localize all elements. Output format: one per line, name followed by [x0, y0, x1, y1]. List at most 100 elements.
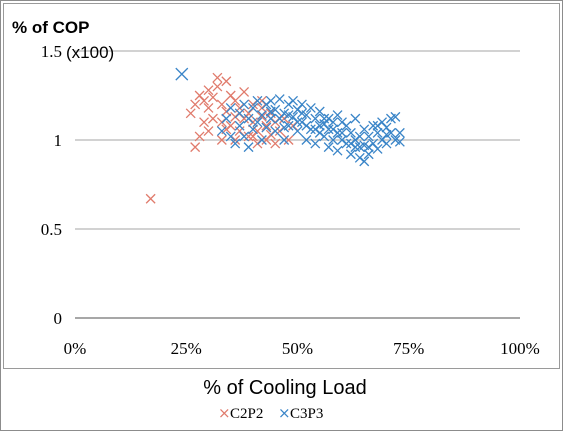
data-point [363, 131, 374, 142]
legend-label: C2P2 [230, 406, 263, 422]
y-tick-label: 1 [54, 131, 63, 150]
y-tick-labels: 0 0.5 1 1.5 [41, 42, 62, 328]
data-point [314, 106, 325, 117]
data-point [359, 156, 370, 167]
data-point [190, 142, 201, 153]
data-point [345, 138, 356, 149]
data-point [274, 94, 285, 105]
data-point [175, 67, 189, 81]
data-point [350, 113, 361, 124]
data-point [190, 99, 201, 110]
data-point [368, 120, 379, 131]
gridlines [75, 50, 520, 319]
legend-label: C3P3 [290, 406, 323, 422]
data-point [270, 138, 281, 149]
data-point [212, 72, 223, 83]
chart-title: % of COP [12, 18, 89, 37]
data-point [372, 127, 383, 138]
data-point [239, 86, 250, 97]
data-point [221, 113, 232, 124]
series-c2p2 [145, 72, 299, 204]
data-point [354, 142, 365, 153]
data-point [230, 95, 241, 106]
data-point [234, 108, 245, 119]
data-point [292, 126, 303, 137]
y-tick-label: 0 [54, 309, 63, 328]
data-point [310, 124, 321, 135]
x-tick-label: 0% [64, 339, 87, 358]
data-point [265, 113, 276, 124]
data-point [203, 126, 214, 137]
data-point [216, 126, 227, 137]
data-point [381, 122, 392, 133]
y-tick-label: 1.5 [41, 42, 62, 61]
data-point [390, 111, 401, 122]
x-tick-label: 100% [500, 339, 540, 358]
data-point [145, 193, 156, 204]
data-point [332, 145, 343, 156]
data-point [203, 103, 214, 113]
plot-area-border [3, 3, 560, 369]
data-point [199, 117, 210, 128]
data-point [265, 106, 276, 117]
data-point [248, 103, 258, 113]
data-point [212, 81, 223, 92]
data-point [345, 149, 356, 160]
data-point [239, 99, 250, 110]
data-point [332, 110, 343, 121]
data-point [283, 135, 294, 145]
legend: × C2P2 × C3P3 [218, 404, 323, 422]
data-point [248, 131, 258, 142]
data-point [292, 117, 303, 128]
data-point [216, 135, 227, 145]
data-point [301, 120, 312, 131]
data-point [207, 92, 218, 103]
data-point [216, 99, 227, 110]
data-point [359, 124, 370, 135]
data-point [328, 135, 339, 145]
data-point [372, 120, 383, 131]
data-point [239, 131, 250, 142]
data-point [261, 122, 272, 133]
data-point [279, 122, 290, 133]
data-point [234, 120, 245, 131]
legend-marker: × [218, 404, 231, 422]
data-point [185, 108, 196, 119]
data-point [199, 95, 210, 106]
data-point [288, 95, 299, 106]
x-tick-label: 75% [393, 339, 424, 358]
data-point [363, 142, 374, 153]
data-point [332, 127, 343, 138]
data-point [323, 142, 334, 153]
data-point [194, 131, 205, 142]
data-point [305, 103, 316, 113]
data-point [243, 142, 254, 153]
data-point [279, 135, 290, 145]
data-point [310, 138, 321, 149]
data-point [265, 95, 276, 106]
data-point [225, 131, 236, 142]
data-point [252, 95, 263, 106]
data-point [301, 135, 312, 145]
x-tick-label: 25% [171, 339, 202, 358]
data-point [261, 120, 272, 131]
x-tick-labels: 0% 25% 50% 75% 100% [64, 339, 540, 358]
x-axis-label: % of Cooling Load [203, 377, 366, 399]
data-point [337, 135, 347, 145]
data-point [203, 85, 214, 96]
data-point [381, 138, 392, 149]
data-point [256, 110, 267, 121]
data-point [363, 149, 374, 160]
data-point [248, 124, 258, 135]
data-point [256, 135, 267, 145]
data-point [319, 119, 330, 129]
data-point [230, 138, 241, 149]
data-point [337, 127, 347, 138]
data-point [243, 113, 254, 124]
data-point [394, 136, 405, 147]
data-point [243, 131, 254, 142]
y-tick-label: 0.5 [41, 220, 62, 239]
data-point [207, 113, 218, 124]
